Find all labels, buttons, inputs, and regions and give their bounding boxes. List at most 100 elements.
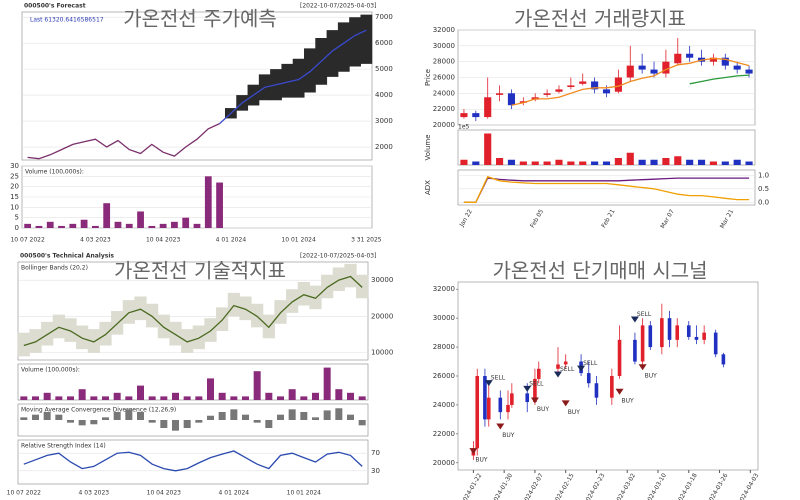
y-tick-label: 6000 bbox=[375, 39, 393, 47]
bar bbox=[125, 409, 133, 420]
y-tick-label: 3000 bbox=[375, 117, 393, 125]
bar bbox=[35, 225, 43, 228]
candle-body bbox=[674, 53, 682, 64]
x-tick-label: 2024-02-07 bbox=[521, 472, 545, 500]
bar bbox=[137, 412, 144, 420]
candle-body bbox=[507, 93, 516, 106]
candle-body bbox=[472, 113, 480, 118]
candle-body bbox=[721, 57, 729, 66]
bar bbox=[183, 396, 191, 400]
candle-body bbox=[556, 364, 560, 369]
bar bbox=[24, 223, 32, 228]
y-tick-label: 26000 bbox=[433, 372, 455, 380]
x-tick-label: 10 07 2022 bbox=[10, 237, 45, 244]
bar bbox=[113, 412, 121, 420]
panel-note: 1e5 bbox=[458, 124, 470, 131]
x-tick-label: 10 04 2023 bbox=[146, 237, 181, 244]
candle-body bbox=[660, 318, 664, 348]
signal-marker bbox=[523, 385, 532, 392]
bar bbox=[358, 396, 366, 400]
bar bbox=[709, 161, 717, 165]
bar bbox=[80, 219, 88, 228]
y-tick-label: 0.0 bbox=[758, 198, 769, 206]
panel-frame bbox=[17, 403, 369, 437]
bar bbox=[591, 161, 599, 165]
bar bbox=[253, 371, 261, 400]
y-tick-label: 30000 bbox=[371, 276, 393, 284]
bar bbox=[20, 417, 28, 420]
panel-frame bbox=[457, 281, 759, 471]
bar bbox=[531, 161, 539, 165]
candle-body bbox=[686, 325, 691, 337]
bar bbox=[102, 417, 109, 420]
bar bbox=[288, 409, 296, 420]
y-tick-label: 26000 bbox=[433, 74, 455, 82]
y-tick-label: 20000 bbox=[371, 312, 393, 320]
signal-label: SELL bbox=[560, 366, 575, 373]
y-tick-label: 24000 bbox=[433, 89, 455, 97]
signal-marker bbox=[577, 365, 586, 372]
x-tick-label: 4 01 2024 bbox=[219, 490, 250, 497]
x-tick-label: 10 07 2022 bbox=[7, 490, 42, 497]
line bbox=[23, 275, 363, 347]
bar bbox=[347, 392, 354, 400]
signal-label: BUY bbox=[475, 457, 488, 464]
y-tick-label: 30000 bbox=[433, 42, 455, 50]
x-tick-label: 10 01 2024 bbox=[287, 490, 322, 497]
candle-body bbox=[594, 383, 599, 398]
bar bbox=[218, 392, 226, 400]
bar bbox=[90, 396, 98, 400]
candle-body bbox=[640, 325, 645, 362]
bar bbox=[277, 396, 284, 400]
panel-frame bbox=[21, 11, 373, 161]
candle-body bbox=[536, 368, 541, 379]
bar bbox=[148, 420, 156, 423]
signal-label: SELL bbox=[529, 380, 544, 387]
bar bbox=[204, 176, 212, 228]
bar bbox=[20, 396, 28, 400]
y-tick-label: 0.5 bbox=[758, 185, 769, 193]
x-tick-label: 2024-04-03 bbox=[737, 472, 761, 500]
y-axis-label: Volume bbox=[424, 134, 432, 160]
signal-marker bbox=[561, 400, 570, 407]
y-tick-label: 30 bbox=[371, 467, 380, 475]
candle-body bbox=[638, 65, 646, 70]
x-tick-label: Jan 22 bbox=[458, 208, 474, 229]
x-tick-label: 2024-03-10 bbox=[644, 472, 668, 500]
bar bbox=[484, 133, 492, 165]
bar bbox=[103, 203, 111, 228]
bar bbox=[614, 158, 622, 165]
y-axis-label: Price bbox=[424, 69, 432, 86]
bar bbox=[323, 410, 331, 420]
x-tick-label: 4 03 2023 bbox=[80, 237, 111, 244]
x-tick-label: 4 01 2024 bbox=[216, 237, 247, 244]
candle-body bbox=[648, 325, 653, 348]
candle-body bbox=[519, 101, 527, 103]
candle-body bbox=[591, 81, 599, 90]
chart-subtitle: 000500's Technical Analysis bbox=[20, 253, 114, 260]
candle-body bbox=[496, 93, 504, 95]
bar bbox=[288, 389, 296, 400]
x-tick-label: Mar 07 bbox=[659, 208, 676, 230]
bar bbox=[335, 389, 343, 400]
bar bbox=[242, 396, 249, 400]
x-tick-label: 10 04 2023 bbox=[147, 490, 182, 497]
chart-title: 가온전선 기술적지표 bbox=[114, 259, 286, 283]
bar bbox=[43, 392, 51, 400]
y-tick-label: 24000 bbox=[433, 401, 455, 409]
bar bbox=[148, 225, 156, 228]
x-tick-label: 4 03 2023 bbox=[79, 490, 110, 497]
candle-body bbox=[721, 354, 726, 365]
signal-marker bbox=[469, 448, 478, 455]
bar bbox=[230, 409, 238, 420]
bar bbox=[114, 221, 122, 228]
y-tick-label: 32000 bbox=[433, 26, 455, 34]
candle-body bbox=[686, 53, 694, 58]
x-tick-label: Feb 21 bbox=[600, 208, 616, 229]
bar bbox=[323, 367, 331, 400]
candle-body bbox=[667, 318, 672, 340]
chart-title: 가온전선 주가예측 bbox=[123, 7, 277, 31]
candle-body bbox=[483, 376, 487, 420]
line bbox=[23, 450, 363, 472]
bar bbox=[159, 223, 167, 228]
